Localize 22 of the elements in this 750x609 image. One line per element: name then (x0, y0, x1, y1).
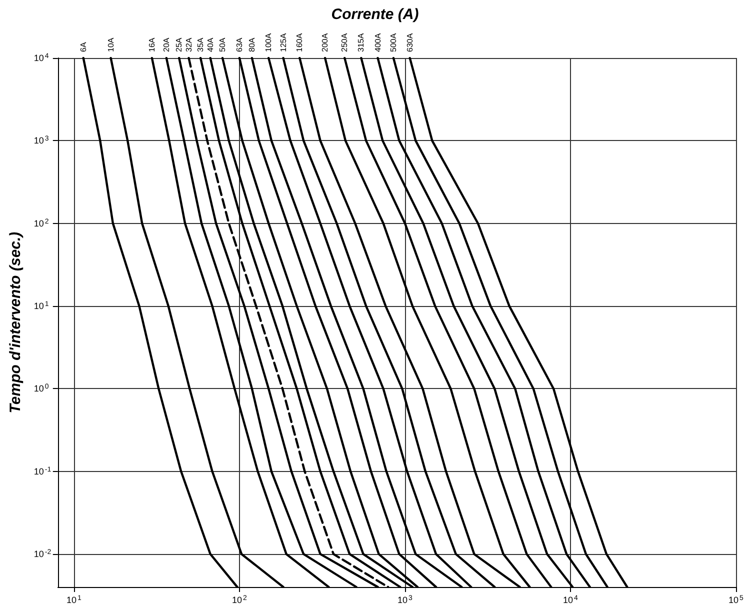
text: 6A (78, 42, 88, 52)
text: 20A (162, 37, 171, 52)
text: 125A (278, 32, 288, 52)
y-axis-title: Tempo d'intervento (sec.) (7, 232, 24, 414)
text: 35A (196, 37, 206, 52)
text: 16A (147, 37, 156, 52)
text: 40A (206, 37, 215, 52)
text: 50A (218, 37, 228, 52)
text: 100A (264, 32, 274, 52)
text: 32A (184, 37, 194, 52)
text: 630A (405, 32, 414, 52)
text: 160A (295, 32, 304, 52)
text: 315A (356, 32, 366, 52)
text: 25A (174, 37, 184, 52)
text: 400A (373, 32, 382, 52)
text: 200A (320, 32, 330, 52)
text: 63A (234, 37, 244, 52)
x-axis-title: Corrente (A) (331, 6, 419, 23)
text: 250A (340, 32, 350, 52)
text: 10A (106, 37, 116, 52)
text: 80A (247, 37, 256, 52)
text: 500A (388, 32, 398, 52)
